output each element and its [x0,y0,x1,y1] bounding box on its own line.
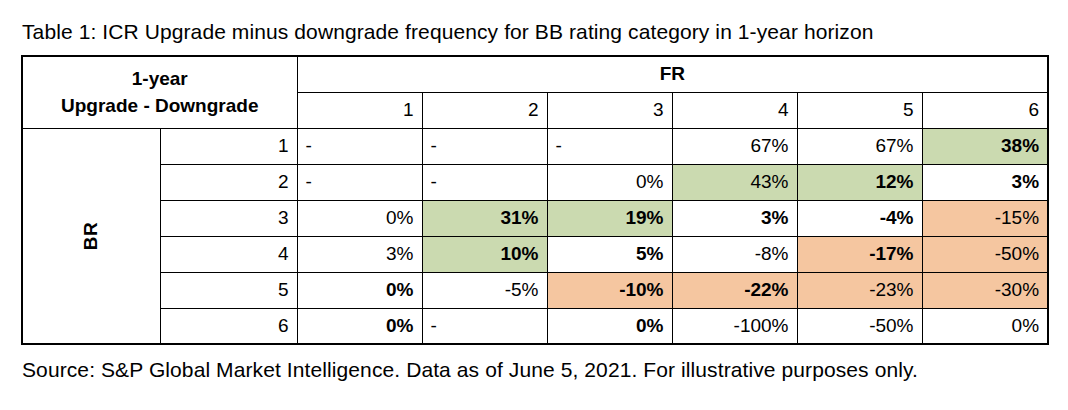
value-cell: 0% [297,200,422,236]
value-cell: 38% [922,128,1048,164]
value-cell: 3% [922,164,1048,200]
row-header: 6 [160,308,297,344]
row-header: 3 [160,200,297,236]
value-cell: 43% [672,164,797,200]
column-header: 1 [297,92,422,128]
table-row: 60%-0%-100%-50%0% [22,308,1048,344]
value-cell: -17% [797,236,922,272]
corner-header-line2: Upgrade - Downgrade [31,92,289,120]
row-header: 5 [160,272,297,308]
table-row: 50%-5%-10%-22%-23%-30% [22,272,1048,308]
value-cell: 67% [797,128,922,164]
upgrade-downgrade-table: 1-year Upgrade - Downgrade FR 123456 BR1… [21,55,1049,345]
table-row: 2--0%43%12%3% [22,164,1048,200]
row-group-label-rotated: BR [80,222,102,250]
table-row: BR1---67%67%38% [22,128,1048,164]
header-row-groups: 1-year Upgrade - Downgrade FR [22,56,1048,92]
value-cell: - [422,308,547,344]
document-page: Table 1: ICR Upgrade minus downgrade fre… [0,0,1068,382]
row-group-header-br: BR [22,128,160,344]
value-cell: -8% [672,236,797,272]
table-caption: Table 1: ICR Upgrade minus downgrade fre… [22,19,1048,44]
value-cell: 19% [547,200,672,236]
table-row: 43%10%5%-8%-17%-50% [22,236,1048,272]
value-cell: 67% [672,128,797,164]
table-row: 30%31%19%3%-4%-15% [22,200,1048,236]
value-cell: - [297,164,422,200]
value-cell: 0% [547,164,672,200]
value-cell: - [547,128,672,164]
column-header: 6 [922,92,1048,128]
value-cell: 0% [297,308,422,344]
value-cell: - [297,128,422,164]
column-group-header-fr: FR [297,56,1048,92]
row-header: 2 [160,164,297,200]
row-header: 1 [160,128,297,164]
value-cell: 31% [422,200,547,236]
value-cell: 12% [797,164,922,200]
corner-header: 1-year Upgrade - Downgrade [22,56,297,128]
value-cell: -5% [422,272,547,308]
column-header: 2 [422,92,547,128]
value-cell: 0% [297,272,422,308]
value-cell: - [422,164,547,200]
value-cell: 5% [547,236,672,272]
column-header: 3 [547,92,672,128]
value-cell: 3% [672,200,797,236]
value-cell: -100% [672,308,797,344]
value-cell: -10% [547,272,672,308]
value-cell: -15% [922,200,1048,236]
row-header: 4 [160,236,297,272]
value-cell: 3% [297,236,422,272]
value-cell: -23% [797,272,922,308]
value-cell: -4% [797,200,922,236]
corner-header-line1: 1-year [31,65,289,93]
value-cell: 0% [922,308,1048,344]
value-cell: - [422,128,547,164]
value-cell: 0% [547,308,672,344]
value-cell: 10% [422,236,547,272]
column-header: 5 [797,92,922,128]
value-cell: -50% [922,236,1048,272]
value-cell: -22% [672,272,797,308]
value-cell: -30% [922,272,1048,308]
value-cell: -50% [797,308,922,344]
source-note: Source: S&P Global Market Intelligence. … [22,358,1048,382]
column-header: 4 [672,92,797,128]
